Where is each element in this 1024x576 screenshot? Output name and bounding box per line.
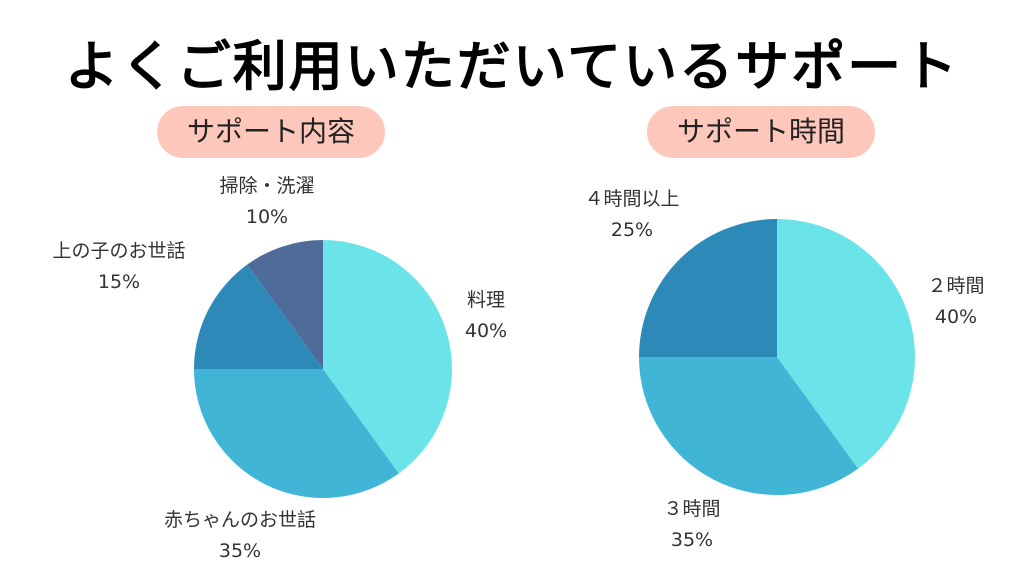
slice-value: 10% xyxy=(245,206,289,228)
slice-label-cleaning-laundry: 掃除・洗濯 10% xyxy=(219,171,314,233)
slice-label-2-hours: ２時間 40% xyxy=(927,271,984,333)
slice-name: ４時間以上 xyxy=(584,188,680,210)
slice-name: 上の子のお世話 xyxy=(52,240,186,262)
pie-slice-0-3 xyxy=(247,240,323,369)
slice-value: 35% xyxy=(670,529,714,551)
pie-slice-1-2 xyxy=(639,219,777,357)
slice-value: 35% xyxy=(218,540,262,562)
chart-title-support-content: サポート内容 xyxy=(157,106,385,158)
pie-slice-0-2 xyxy=(194,264,323,369)
pie-slice-1-0 xyxy=(777,219,916,469)
slice-name: 赤ちゃんのお世話 xyxy=(163,509,317,531)
slice-value: 15% xyxy=(97,271,141,293)
slice-name: 料理 xyxy=(466,289,506,311)
slice-label-4-hours-plus: ４時間以上 25% xyxy=(584,184,679,246)
slice-value: 40% xyxy=(934,306,978,328)
slice-value: 25% xyxy=(610,219,654,241)
page-title: よくご利用いただいているサポート xyxy=(64,35,960,98)
slice-label-3-hours: ３時間 35% xyxy=(663,494,720,556)
slice-label-older-child-care: 上の子のお世話 15% xyxy=(52,236,185,298)
slice-value: 40% xyxy=(464,320,508,342)
pie-slice-1-1 xyxy=(639,357,859,496)
slice-label-baby-care: 赤ちゃんのお世話 35% xyxy=(164,505,316,567)
pie-slice-0-1 xyxy=(194,369,399,498)
slice-name: ２時間 xyxy=(927,275,985,297)
slice-name: ３時間 xyxy=(663,498,721,520)
slice-name: 掃除・洗濯 xyxy=(219,175,315,197)
pie-slice-0-0 xyxy=(323,240,452,474)
chart-title-support-time: サポート時間 xyxy=(647,106,875,158)
slice-label-cooking: 料理 40% xyxy=(465,285,507,347)
